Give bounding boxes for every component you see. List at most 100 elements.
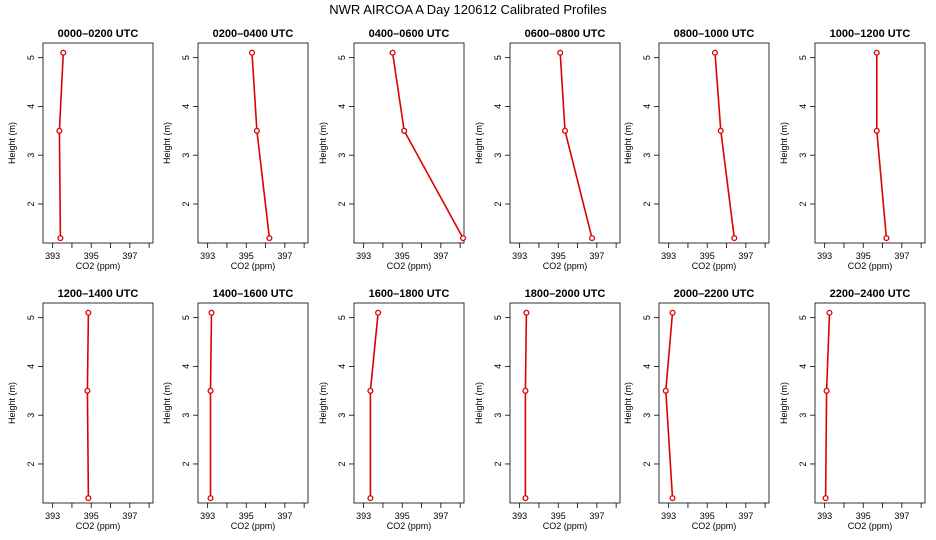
y-tick-label: 4 [181, 104, 191, 109]
y-tick-label: 3 [798, 153, 808, 158]
x-tick-label: 395 [239, 511, 254, 521]
x-tick-label: 395 [700, 251, 715, 261]
y-tick-label: 3 [181, 413, 191, 418]
x-tick-label: 397 [277, 511, 292, 521]
panel-title: 0800–1000 UTC [674, 28, 755, 40]
x-tick-label: 395 [551, 511, 566, 521]
x-tick-label: 397 [277, 251, 292, 261]
y-tick-label: 2 [642, 461, 652, 466]
x-tick-label: 397 [894, 251, 909, 261]
x-tick-label: 397 [433, 511, 448, 521]
x-axis-label: CO2 (ppm) [692, 261, 737, 271]
x-tick-label: 393 [817, 511, 832, 521]
x-tick-label: 393 [200, 251, 215, 261]
y-tick-label: 5 [642, 55, 652, 60]
x-tick-label: 395 [239, 251, 254, 261]
plot-frame [353, 302, 465, 504]
x-tick-label: 397 [738, 251, 753, 261]
y-tick-label: 5 [798, 55, 808, 60]
y-tick-label: 4 [642, 364, 652, 369]
y-tick-label: 3 [181, 153, 191, 158]
y-tick-label: 3 [642, 413, 652, 418]
y-tick-label: 5 [493, 55, 503, 60]
data-point [731, 235, 738, 242]
y-axis-label: Height (m) [779, 382, 789, 424]
x-tick-label: 393 [512, 511, 527, 521]
data-point [557, 49, 564, 56]
y-tick-label: 2 [181, 201, 191, 206]
data-point [717, 127, 724, 134]
y-tick-label: 3 [798, 413, 808, 418]
y-tick-label: 3 [337, 153, 347, 158]
y-axis-label: Height (m) [7, 382, 17, 424]
panel-title: 0200–0400 UTC [213, 28, 294, 40]
data-point [248, 49, 256, 56]
y-tick-label: 4 [337, 364, 347, 369]
x-tick-label: 393 [817, 251, 832, 261]
y-tick-label: 2 [493, 201, 503, 206]
profile-line [86, 312, 90, 499]
x-tick-label: 395 [856, 511, 871, 521]
profile-line [824, 312, 831, 499]
y-tick-label: 2 [181, 461, 191, 466]
figure-title: NWR AIRCOA A Day 120612 Calibrated Profi… [329, 2, 607, 17]
panel-title: 2000–2200 UTC [674, 288, 755, 300]
y-tick-label: 3 [642, 153, 652, 158]
data-point [522, 495, 529, 502]
plot-frame [197, 42, 309, 244]
data-point [711, 49, 719, 56]
profile-line [524, 312, 528, 499]
y-tick-label: 4 [26, 104, 36, 109]
data-point [826, 309, 833, 316]
plot-frame [42, 302, 154, 504]
data-point [823, 387, 830, 394]
y-axis-label: Height (m) [162, 122, 172, 164]
y-tick-label: 3 [26, 413, 36, 418]
data-point [523, 309, 530, 316]
y-axis-label: Height (m) [162, 382, 172, 424]
plot-frame [197, 302, 309, 504]
profile-line [209, 312, 213, 499]
y-tick-label: 4 [26, 364, 36, 369]
data-point [375, 309, 382, 316]
data-point [669, 309, 676, 316]
profile-line [58, 52, 65, 239]
x-tick-label: 397 [738, 511, 753, 521]
data-point [57, 235, 64, 242]
x-tick-label: 393 [356, 251, 371, 261]
x-axis-label: CO2 (ppm) [543, 521, 588, 531]
x-axis-label: CO2 (ppm) [231, 261, 276, 271]
plot-frame [509, 302, 621, 504]
x-axis-label: CO2 (ppm) [848, 521, 893, 531]
data-point [389, 49, 396, 56]
x-tick-label: 395 [84, 251, 99, 261]
x-tick-label: 393 [45, 511, 60, 521]
data-point [401, 127, 408, 134]
x-tick-label: 395 [700, 511, 715, 521]
data-point [367, 387, 374, 394]
y-axis-label: Height (m) [623, 122, 633, 164]
data-point [822, 495, 829, 502]
panel-title: 1400–1600 UTC [213, 288, 294, 300]
y-tick-label: 2 [337, 201, 347, 206]
y-tick-label: 4 [181, 364, 191, 369]
data-point [561, 127, 569, 134]
x-axis-label: CO2 (ppm) [76, 521, 121, 531]
plot-frame [658, 42, 770, 244]
profile-line [369, 312, 379, 499]
data-point [662, 387, 669, 394]
x-tick-label: 395 [84, 511, 99, 521]
x-axis-label: CO2 (ppm) [231, 521, 276, 531]
x-axis-label: CO2 (ppm) [543, 261, 588, 271]
data-point [459, 235, 467, 242]
y-tick-label: 2 [493, 461, 503, 466]
x-axis-label: CO2 (ppm) [387, 521, 432, 531]
plot-frame [814, 302, 926, 504]
x-axis-label: CO2 (ppm) [848, 261, 893, 271]
y-tick-label: 3 [493, 413, 503, 418]
